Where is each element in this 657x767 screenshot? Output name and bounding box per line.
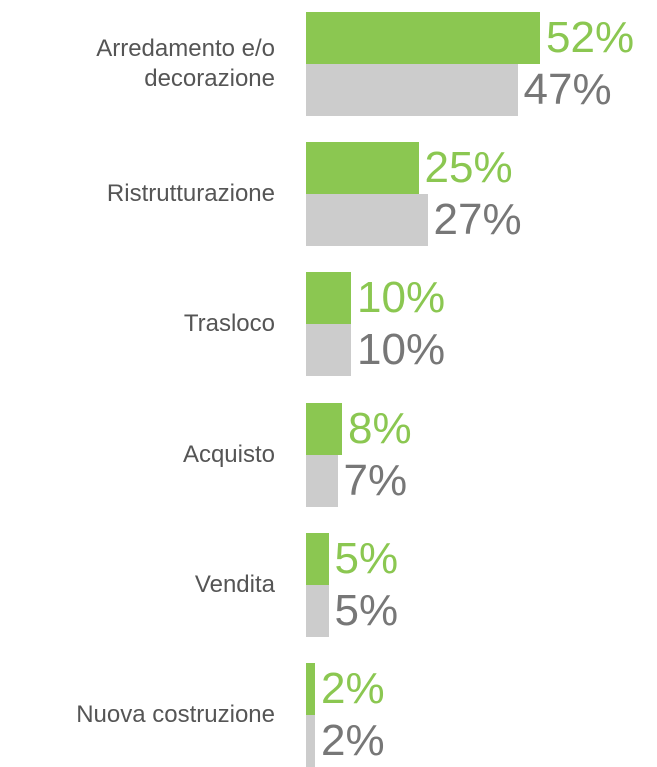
- value-label: 25%: [424, 143, 513, 193]
- value-label: 52%: [546, 13, 635, 62]
- bar: [306, 402, 342, 455]
- category-label: Acquisto: [182, 440, 275, 468]
- value-label: 47%: [523, 65, 612, 114]
- value-label: 5%: [334, 585, 399, 635]
- bar: [306, 12, 540, 64]
- value-label: 2%: [321, 664, 385, 713]
- bar: [306, 454, 338, 507]
- value-label: 10%: [357, 325, 446, 375]
- value-label: 7%: [343, 455, 408, 505]
- bar: [306, 324, 351, 377]
- bar: [306, 142, 419, 195]
- bar: [306, 272, 351, 325]
- value-label: 2%: [321, 716, 385, 765]
- category-label: Trasloco: [183, 310, 275, 338]
- category-label: Vendita: [194, 570, 275, 598]
- bar: [306, 715, 315, 767]
- category-label: Ristrutturazione: [106, 180, 275, 208]
- bar: [306, 64, 518, 116]
- bar: [306, 584, 329, 637]
- value-label: 8%: [348, 403, 412, 453]
- category-label: Nuova costruzione: [76, 701, 275, 728]
- bar: [306, 194, 428, 247]
- bar: [306, 663, 315, 715]
- bar: [306, 532, 329, 585]
- value-label: 10%: [357, 273, 446, 323]
- value-label: 27%: [433, 195, 522, 245]
- value-label: 5%: [334, 533, 399, 583]
- category-label: Arredamento e/o decorazione: [96, 35, 275, 92]
